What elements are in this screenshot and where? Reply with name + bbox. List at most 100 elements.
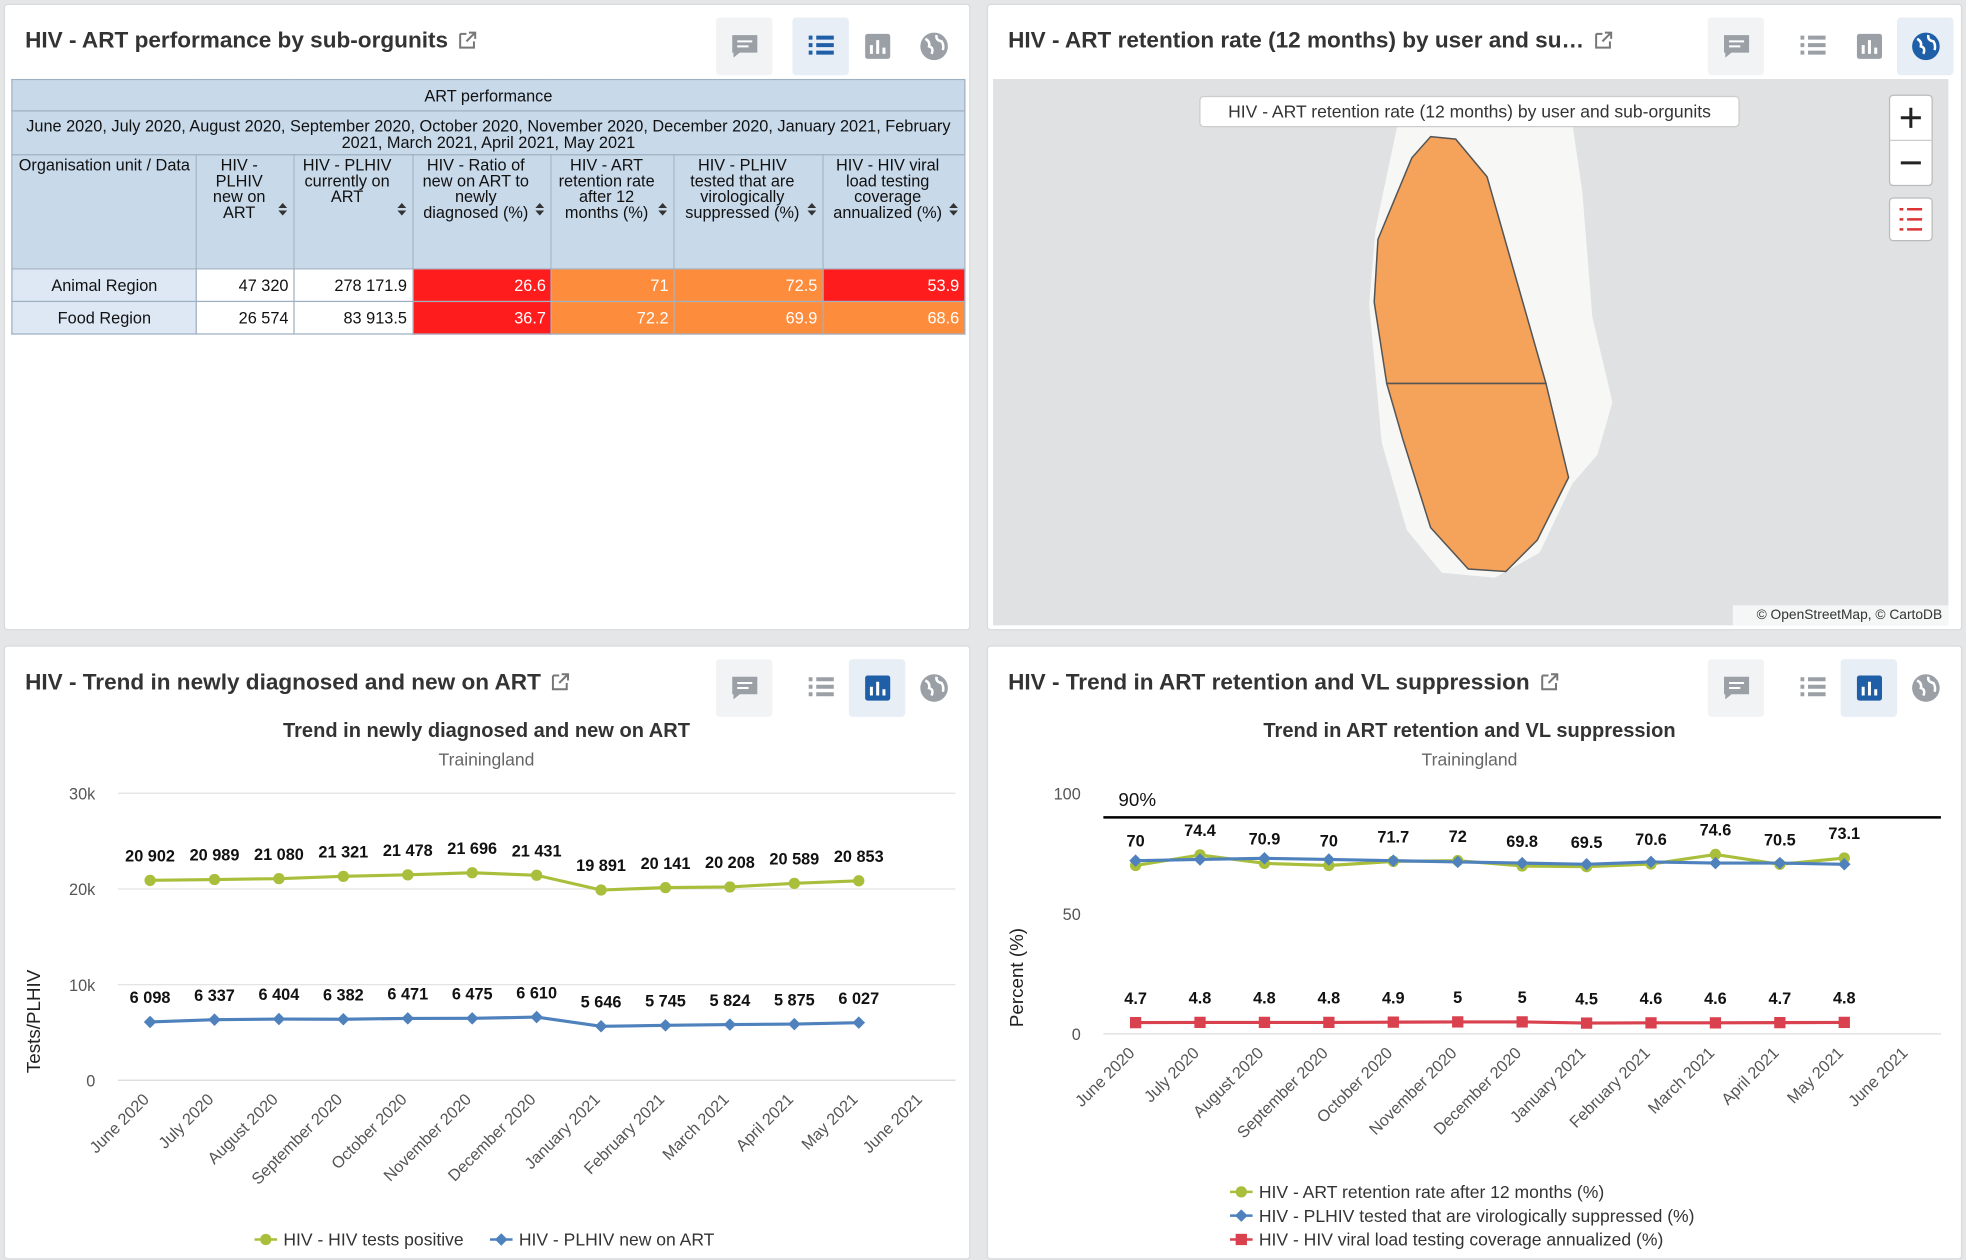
view-switcher — [1707, 17, 1954, 76]
comment-icon — [731, 676, 757, 700]
layer-label-box — [1199, 95, 1740, 128]
period: June 2020, July 2020, August 2020, Septe… — [11, 110, 966, 156]
comment-button[interactable] — [1707, 659, 1765, 717]
zoom-in[interactable] — [1900, 107, 1921, 128]
map-button[interactable] — [1897, 17, 1954, 76]
column-header[interactable]: HIV - PLHIV currently on ART — [293, 154, 414, 270]
attribution: © OpenStreetMap, © CartoDB — [1757, 607, 1943, 622]
cell: 278 171.9 — [293, 268, 414, 303]
chart-button[interactable] — [849, 18, 905, 76]
chart-button[interactable] — [1840, 659, 1898, 717]
cell: 26.6 — [411, 268, 553, 303]
chart-icon — [864, 675, 890, 701]
external-link-icon[interactable] — [551, 672, 571, 692]
table-icon — [808, 677, 834, 697]
view-switcher — [715, 659, 962, 717]
map-button[interactable] — [1897, 659, 1953, 717]
map-button[interactable] — [905, 18, 961, 76]
cell: 71 — [550, 268, 675, 303]
column-header-text: HIV - HIV viral load testing coverage an… — [833, 155, 943, 222]
map-button[interactable] — [905, 659, 961, 717]
row-header: Food Region — [11, 300, 198, 335]
table-icon — [1799, 677, 1825, 697]
comment-button[interactable] — [715, 17, 773, 76]
comment-icon — [1723, 35, 1749, 58]
table-icon — [1799, 35, 1825, 55]
column-header[interactable]: HIV - PLHIV tested that are virologicall… — [673, 154, 824, 270]
chart-icon — [1856, 33, 1882, 59]
row-header: Animal Region — [11, 268, 198, 303]
view-switcher — [1707, 659, 1954, 717]
table-button[interactable] — [1784, 659, 1840, 717]
comment-icon — [1723, 676, 1749, 700]
column-header-text: HIV - PLHIV new on ART — [212, 155, 266, 222]
map-icon — [1911, 32, 1940, 61]
column-header[interactable]: HIV - Ratio of new on ART to newly diagn… — [411, 154, 553, 270]
column-header[interactable]: HIV - HIV viral load testing coverage an… — [822, 154, 966, 270]
sort-icon[interactable] — [807, 203, 817, 216]
chart-button[interactable] — [848, 659, 906, 717]
column-header-text: HIV - PLHIV currently on ART — [302, 155, 392, 206]
widget-title[interactable]: HIV - Trend in ART retention and VL supp… — [1008, 669, 1530, 695]
data-row: Animal Region 47 320 278 171.9 26.6 71 72.5 53… — [11, 268, 966, 303]
widget-title[interactable]: HIV - ART retention rate (12 months) by … — [1008, 27, 1585, 53]
table-button[interactable] — [792, 659, 848, 717]
view-switcher — [715, 17, 962, 76]
external-link-icon[interactable] — [458, 30, 478, 50]
sort-icon[interactable] — [396, 203, 406, 216]
sort-icon[interactable] — [949, 203, 958, 216]
cell: 69.9 — [673, 300, 824, 335]
cell: 47 320 — [196, 268, 295, 303]
table-button[interactable] — [792, 17, 849, 76]
column-header[interactable]: HIV - PLHIV new on ART — [196, 154, 295, 270]
pivot-table: ART performance June 2020, July 2020, Aug… — [11, 78, 966, 335]
cell: 53.9 — [822, 268, 966, 303]
table-button[interactable] — [1784, 18, 1840, 76]
map-widget: HIV - ART retention rate (12 months) by … — [986, 3, 1963, 631]
header-row: June 2020, July 2020, August 2020, Septe… — [11, 110, 966, 156]
column-header-text: HIV - ART retention rate after 12 months… — [558, 155, 655, 222]
external-link-icon[interactable] — [1594, 30, 1614, 50]
widget-title[interactable]: HIV - Trend in newly diagnosed and new o… — [25, 669, 541, 695]
comment-button[interactable] — [1707, 17, 1765, 76]
cell: 83 913.5 — [293, 300, 414, 335]
column-header: Organisation unit / Data — [11, 154, 198, 270]
chart-button[interactable] — [1841, 18, 1897, 76]
column-header-text: Organisation unit / Data — [18, 155, 190, 175]
cell: 68.6 — [822, 300, 966, 335]
map-icon — [919, 32, 948, 61]
map[interactable]: HIV - ART retention rate (12 months) by … — [993, 78, 1949, 626]
header-row: Organisation unit / Data HIV - PLHIV new … — [11, 154, 966, 270]
layers-icon — [1899, 208, 1923, 231]
chart-widget: HIV - Trend in newly diagnosed and new o… — [3, 645, 971, 1260]
cell: 72.2 — [550, 300, 675, 335]
sort-icon[interactable] — [658, 203, 668, 216]
widget-title[interactable]: HIV - ART performance by sub-orgunits — [25, 27, 449, 53]
chart-widget: HIV - Trend in ART retention and VL supp… — [986, 645, 1963, 1260]
external-link-icon[interactable] — [1540, 672, 1560, 692]
header-row: ART performance — [11, 78, 966, 112]
map-icon — [1911, 674, 1940, 702]
chart-icon — [1856, 675, 1882, 701]
data-row: Food Region 26 574 83 913.5 36.7 72.2 69.9 68.… — [11, 300, 966, 335]
map-icon — [919, 674, 948, 702]
column-header-text: HIV - PLHIV tested that are virologicall… — [685, 155, 800, 222]
comment-button[interactable] — [715, 659, 773, 717]
cell: 26 574 — [196, 300, 295, 335]
cell: 36.7 — [411, 300, 553, 335]
layer-label: HIV - ART retention rate (12 months) by … — [1228, 101, 1711, 121]
column-header-text: HIV - Ratio of new on ART to newly diagn… — [422, 155, 529, 222]
table-title: ART performance — [11, 78, 966, 112]
table-icon — [808, 35, 834, 55]
sort-icon[interactable] — [535, 203, 545, 216]
table-widget: HIV - ART performance by sub-orgunits AR… — [3, 3, 971, 631]
cell: 72.5 — [673, 268, 824, 303]
attribution-box — [1732, 605, 1949, 626]
sort-icon[interactable] — [278, 203, 288, 216]
column-header[interactable]: HIV - ART retention rate after 12 months… — [550, 154, 675, 270]
chart-icon — [864, 33, 890, 59]
comment-icon — [731, 35, 757, 58]
region-food[interactable] — [1385, 382, 1570, 573]
